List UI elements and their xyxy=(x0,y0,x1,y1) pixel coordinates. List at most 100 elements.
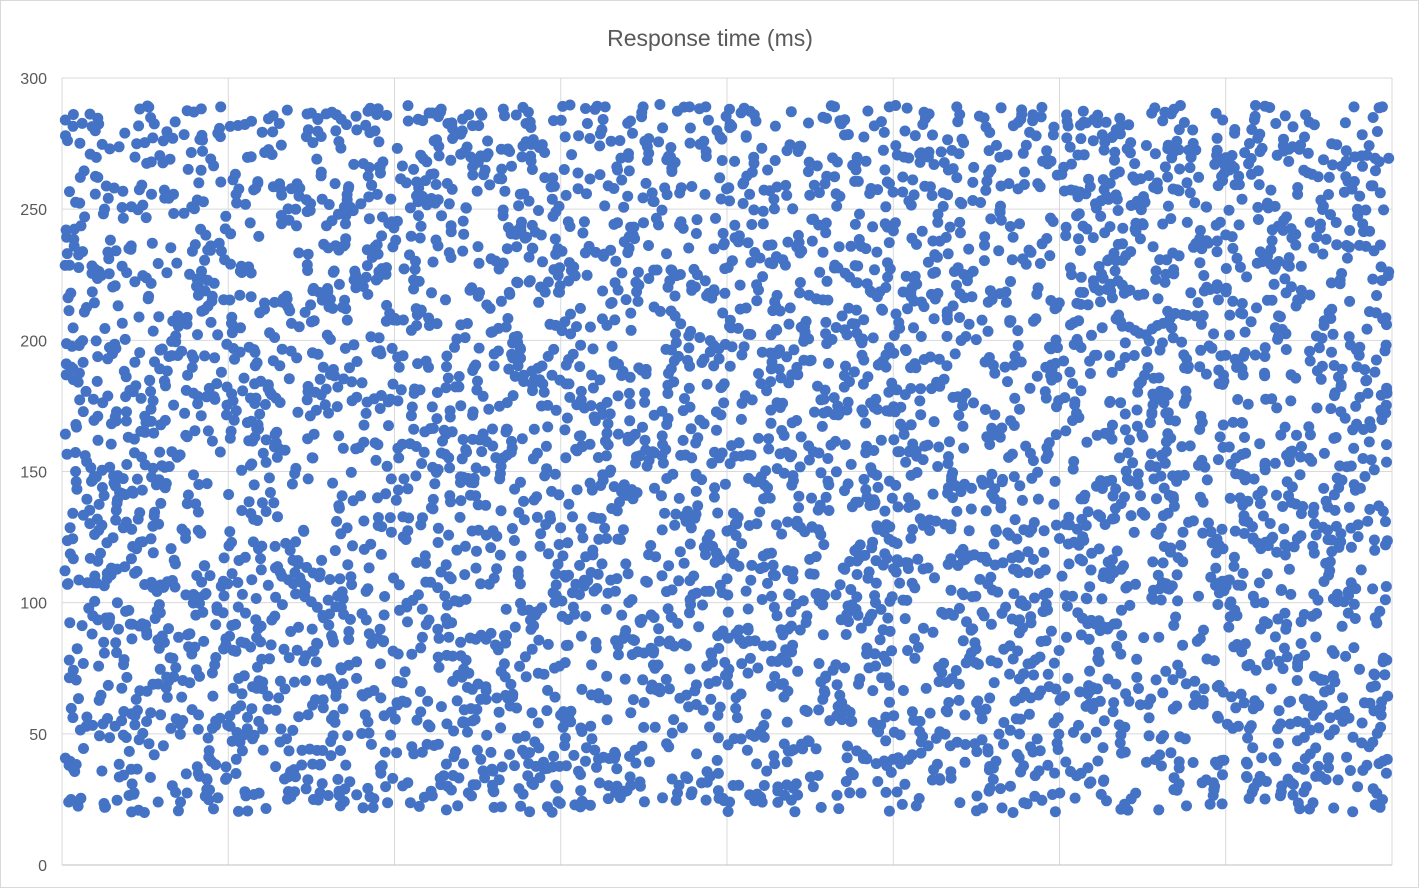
data-point xyxy=(661,248,672,260)
data-point xyxy=(594,169,606,181)
data-point xyxy=(841,404,853,416)
data-point xyxy=(67,120,79,132)
data-point xyxy=(1207,777,1219,789)
data-point xyxy=(1348,598,1360,610)
data-point xyxy=(319,399,331,411)
data-point xyxy=(436,210,447,222)
data-point xyxy=(667,468,679,480)
data-point xyxy=(637,674,649,686)
data-point xyxy=(1354,663,1365,675)
data-point xyxy=(553,539,565,550)
data-point xyxy=(1354,190,1366,202)
data-point xyxy=(835,118,847,130)
data-point xyxy=(458,228,470,240)
data-point xyxy=(784,589,796,601)
data-point xyxy=(1193,459,1204,471)
data-point xyxy=(580,103,591,114)
data-point xyxy=(1211,149,1223,161)
data-point xyxy=(1018,797,1030,809)
data-point xyxy=(1382,270,1394,282)
data-point xyxy=(717,307,729,319)
data-point xyxy=(724,314,736,326)
data-point xyxy=(116,487,128,499)
data-point xyxy=(987,774,999,785)
data-point xyxy=(684,607,695,619)
data-point xyxy=(1121,143,1133,155)
data-point xyxy=(443,198,455,210)
data-point xyxy=(1278,523,1290,535)
data-point xyxy=(1298,693,1310,705)
data-point xyxy=(897,186,909,198)
data-point xyxy=(340,759,352,771)
data-point xyxy=(78,743,89,754)
data-point xyxy=(413,210,424,222)
data-point xyxy=(577,227,589,239)
data-point xyxy=(612,390,624,402)
data-point xyxy=(979,551,991,563)
data-point xyxy=(722,632,734,644)
data-point xyxy=(1050,357,1062,369)
data-point xyxy=(960,657,972,669)
data-point xyxy=(649,482,660,494)
data-point xyxy=(601,670,613,682)
data-point xyxy=(794,624,806,636)
data-point xyxy=(406,648,418,660)
data-point xyxy=(1193,171,1205,183)
data-point xyxy=(289,676,300,688)
data-point xyxy=(734,279,746,291)
data-point xyxy=(199,350,211,362)
data-point xyxy=(501,423,513,435)
data-point xyxy=(585,720,597,732)
data-point xyxy=(1107,706,1119,718)
data-point xyxy=(331,515,343,527)
data-point xyxy=(283,652,295,664)
data-point xyxy=(671,270,683,282)
data-point xyxy=(1155,470,1167,482)
data-point xyxy=(776,652,788,664)
data-point xyxy=(1212,599,1224,610)
data-point xyxy=(623,165,635,177)
data-point xyxy=(1212,759,1223,771)
data-point xyxy=(260,803,272,814)
data-point xyxy=(938,657,950,669)
data-point xyxy=(293,321,305,333)
data-point xyxy=(121,671,133,683)
data-point xyxy=(654,99,666,110)
data-point xyxy=(183,641,195,653)
data-point xyxy=(363,562,375,574)
data-point xyxy=(384,307,396,319)
data-point xyxy=(640,368,652,380)
data-point xyxy=(105,562,117,574)
data-point xyxy=(1290,498,1302,510)
data-point xyxy=(806,492,817,504)
data-point xyxy=(691,748,703,760)
data-point xyxy=(1185,287,1197,299)
data-point xyxy=(625,707,637,719)
data-point xyxy=(722,669,733,681)
data-point xyxy=(542,276,554,288)
data-point xyxy=(809,406,820,418)
data-point xyxy=(380,781,392,793)
data-point xyxy=(1038,589,1050,601)
data-point xyxy=(1187,757,1199,768)
data-point xyxy=(792,369,804,381)
data-point xyxy=(1312,760,1324,772)
data-point xyxy=(587,549,599,561)
data-point xyxy=(1042,668,1054,680)
data-point xyxy=(605,244,617,256)
data-point xyxy=(1281,541,1293,553)
data-point xyxy=(1380,581,1392,592)
data-point xyxy=(500,603,512,615)
data-point xyxy=(976,314,988,326)
data-point xyxy=(131,473,143,485)
data-point xyxy=(279,683,291,695)
data-point xyxy=(871,246,883,258)
data-point xyxy=(574,361,586,373)
data-point xyxy=(1153,372,1165,384)
data-point xyxy=(523,758,535,769)
data-point xyxy=(182,489,194,501)
data-point xyxy=(1302,147,1314,159)
data-point xyxy=(502,313,514,324)
data-point xyxy=(416,631,428,643)
data-point xyxy=(720,110,732,122)
